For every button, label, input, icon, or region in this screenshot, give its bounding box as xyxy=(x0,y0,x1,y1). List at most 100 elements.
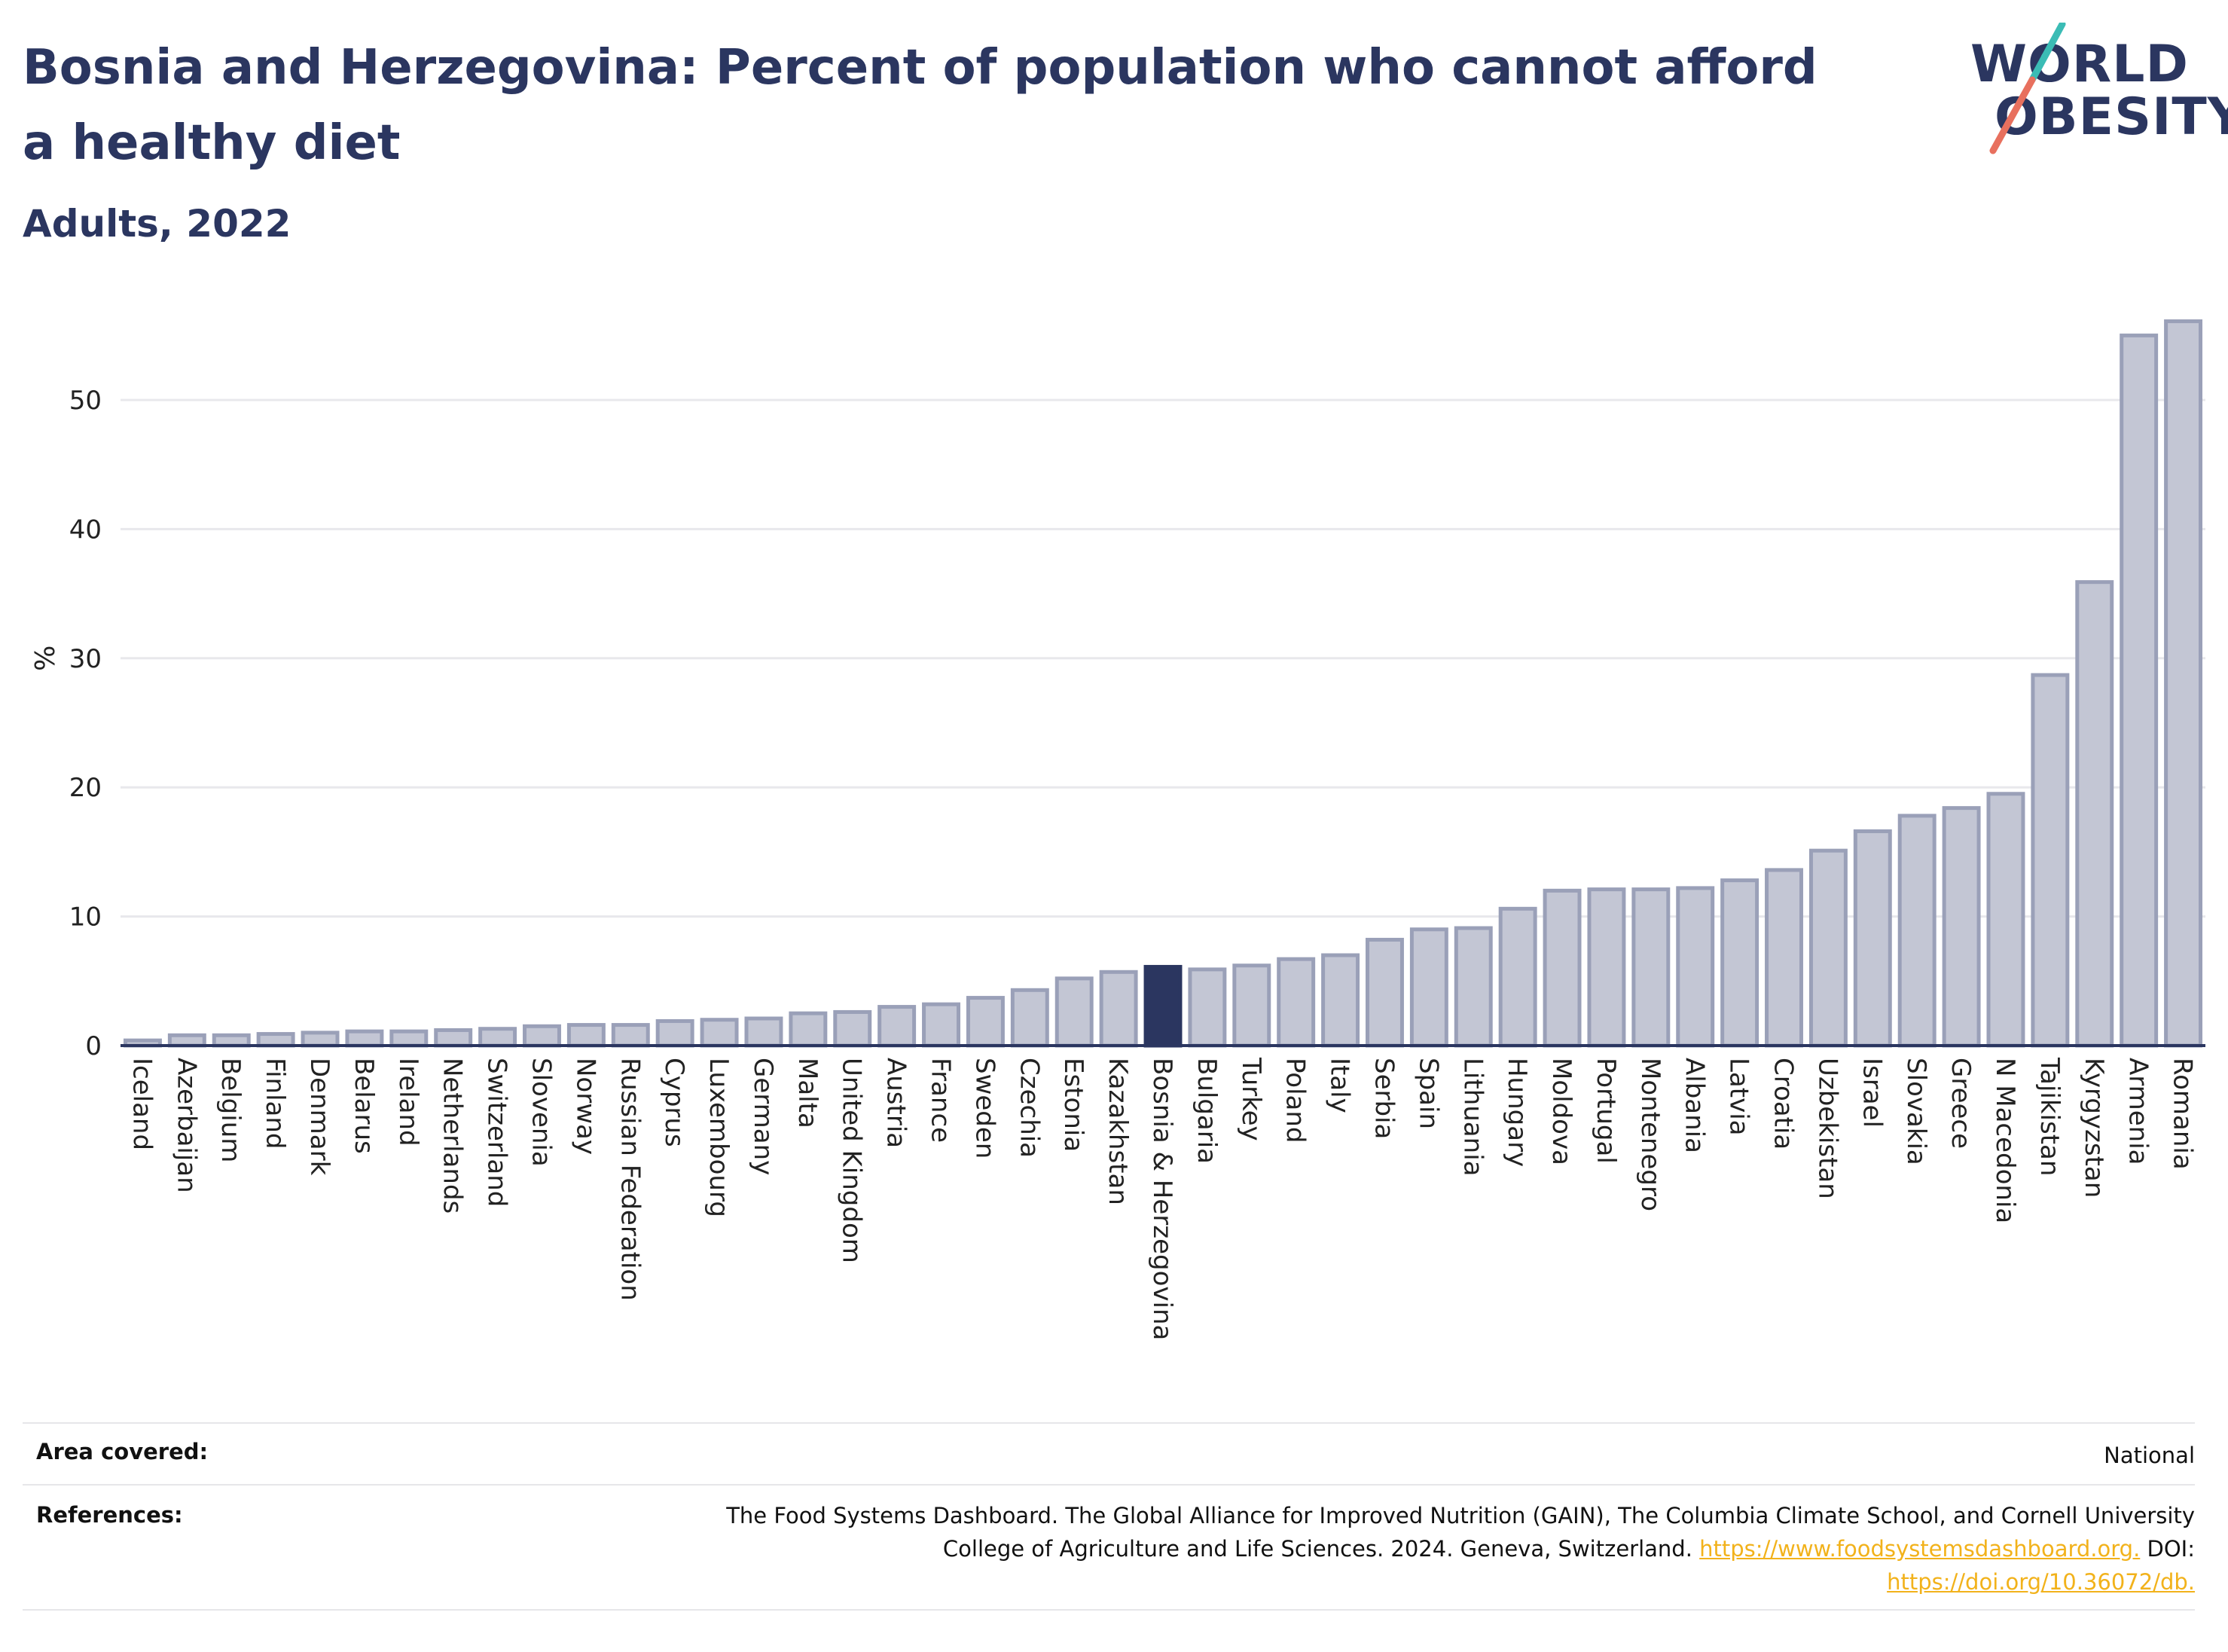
bar xyxy=(877,1005,917,1048)
x-tick-label: N Macedonia xyxy=(1990,1058,2020,1223)
y-tick-label: 30 xyxy=(69,644,102,674)
y-tick-label: 50 xyxy=(69,386,102,416)
x-tick-label: Armenia xyxy=(2123,1058,2153,1165)
y-tick-label: 10 xyxy=(69,902,102,933)
bar xyxy=(523,1024,561,1048)
bar-chart: 0 10 20 30 40 50% Iceland Azerbaijan Belgium Finl… xyxy=(30,319,2205,1340)
logo-word-line2: OBESITY xyxy=(1995,87,2228,147)
bar xyxy=(1765,868,1803,1048)
x-tick-label: Belgium xyxy=(215,1058,246,1162)
bar xyxy=(1587,887,1626,1048)
x-tick-label: Russian Federation xyxy=(615,1058,645,1301)
bar-highlighted xyxy=(1143,964,1183,1048)
x-tick-label: Iceland xyxy=(127,1058,157,1150)
x-tick-label: Greece xyxy=(1946,1058,1976,1149)
x-tick-label: Uzbekistan xyxy=(1812,1058,1842,1199)
bar xyxy=(1543,888,1582,1048)
x-tick-label: Netherlands xyxy=(438,1058,468,1214)
x-tick-label: Switzerland xyxy=(482,1058,512,1207)
x-tick-label: Estonia xyxy=(1058,1058,1088,1152)
y-tick-label: 40 xyxy=(69,515,102,545)
x-tick-label: Albania xyxy=(1680,1058,1710,1153)
x-tick-label: Belarus xyxy=(349,1058,379,1154)
bar xyxy=(1409,927,1448,1048)
x-tick-label: Turkey xyxy=(1236,1057,1266,1141)
bar xyxy=(2075,580,2114,1048)
doi-label: DOI: xyxy=(2147,1536,2195,1562)
area-covered-value: National xyxy=(2104,1443,2195,1468)
bar xyxy=(1676,886,1715,1048)
x-tick-label: Romania xyxy=(2168,1058,2198,1170)
references-line-2-text: College of Agriculture and Life Sciences… xyxy=(942,1536,1692,1562)
x-tick-label: Montenegro xyxy=(1635,1058,1665,1211)
chart-title: Bosnia and Herzegovina: Percent of popul… xyxy=(23,40,1817,171)
bar xyxy=(301,1031,340,1048)
bar xyxy=(611,1023,650,1048)
x-tick-label: Poland xyxy=(1280,1058,1311,1144)
x-tick-label: Israel xyxy=(1857,1058,1887,1128)
bar xyxy=(167,1033,206,1048)
bar xyxy=(1365,937,1404,1048)
x-tick-label: Bosnia & Herzegovina xyxy=(1147,1058,1177,1340)
x-tick-label: Malta xyxy=(792,1058,823,1128)
bar xyxy=(1232,963,1271,1048)
x-tick-label: France xyxy=(926,1058,956,1143)
bar xyxy=(566,1023,606,1048)
x-tick-label: Italy xyxy=(1325,1058,1355,1113)
bar xyxy=(1720,878,1760,1048)
references-line-2: College of Agriculture and Life Sciences… xyxy=(387,1532,2195,1565)
x-tick-label: Serbia xyxy=(1369,1058,1399,1139)
bar xyxy=(1010,988,1049,1048)
bar xyxy=(1986,792,2025,1048)
bar xyxy=(434,1028,473,1048)
x-tick-label: Slovakia xyxy=(1901,1058,1931,1165)
bar xyxy=(1054,976,1094,1048)
bar xyxy=(1897,814,1937,1048)
logo-word-line1: WORLD xyxy=(1970,35,2189,94)
bar xyxy=(1853,829,1892,1048)
x-tick-label: Finland xyxy=(260,1058,290,1150)
bar xyxy=(655,1018,694,1048)
bar xyxy=(1942,806,1981,1048)
y-tick-label: 0 xyxy=(85,1031,102,1061)
x-tick-label: Hungary xyxy=(1502,1058,1532,1167)
bar xyxy=(1188,967,1227,1048)
bar xyxy=(744,1016,783,1048)
footer-divider-bottom xyxy=(23,1609,2195,1611)
x-tick-label: Portugal xyxy=(1591,1058,1621,1164)
bar xyxy=(1277,957,1316,1048)
x-tick-label: Austria xyxy=(881,1058,911,1148)
x-tick-label: Luxembourg xyxy=(703,1058,734,1217)
x-tick-label: Spain xyxy=(1413,1058,1443,1129)
bar xyxy=(1808,848,1848,1048)
bar xyxy=(389,1029,429,1048)
doi-link[interactable]: https://doi.org/10.36072/db. xyxy=(1887,1569,2195,1595)
x-tick-label: Tajikistan xyxy=(2034,1057,2065,1176)
x-tick-label: Cyprus xyxy=(659,1058,689,1147)
footer-divider-top xyxy=(23,1422,2195,1424)
y-tick-label: 20 xyxy=(69,773,102,803)
x-tick-label: Bulgaria xyxy=(1192,1058,1222,1164)
bar xyxy=(2120,333,2159,1048)
area-covered-label: Area covered: xyxy=(36,1439,209,1464)
bar xyxy=(1099,970,1138,1048)
footer-divider-middle xyxy=(23,1484,2195,1486)
bar xyxy=(256,1032,295,1048)
x-tick-label: Kazakhstan xyxy=(1103,1058,1133,1205)
bar xyxy=(1631,887,1671,1048)
chart-subtitle: Adults, 2022 xyxy=(23,202,291,246)
logo-slash-icon xyxy=(1989,23,2066,154)
x-tick-label: Norway xyxy=(570,1058,600,1155)
bar xyxy=(1454,926,1493,1048)
references-line-3: https://doi.org/10.36072/db. xyxy=(387,1565,2195,1599)
dashboard-link[interactable]: https://www.foodsystemsdashboard.org. xyxy=(1699,1536,2141,1562)
x-tick-label: Ireland xyxy=(393,1058,423,1147)
bar xyxy=(966,996,1005,1048)
x-tick-label: Sweden xyxy=(969,1058,1000,1159)
bar xyxy=(1498,906,1537,1048)
world-obesity-logo: WORLD OBESITY xyxy=(1958,23,2228,158)
x-tick-label: United Kingdom xyxy=(837,1058,867,1263)
bar xyxy=(2031,673,2070,1048)
x-tick-label: Latvia xyxy=(1724,1058,1754,1136)
bar xyxy=(212,1033,251,1048)
